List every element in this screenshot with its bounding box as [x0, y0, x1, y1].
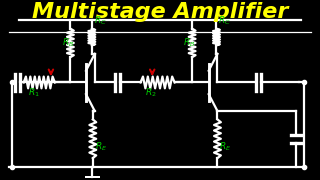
Text: $R_C$: $R_C$: [94, 15, 107, 27]
Text: Multistage Amplifier: Multistage Amplifier: [32, 2, 288, 22]
Text: $R_E$: $R_E$: [95, 141, 107, 153]
Text: $R_1$: $R_1$: [28, 87, 39, 99]
Text: $R_B$: $R_B$: [62, 36, 74, 49]
Text: $R_B$: $R_B$: [183, 36, 196, 49]
Text: $R_2$: $R_2$: [145, 87, 157, 99]
Text: $R_C$: $R_C$: [219, 15, 231, 27]
Text: $R_E$: $R_E$: [220, 141, 232, 153]
